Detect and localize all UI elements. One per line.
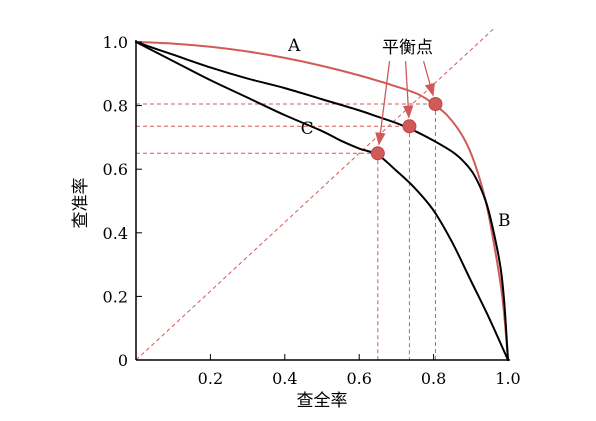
y-tick-label: 1.0	[103, 33, 128, 52]
annotation-arrow-2	[403, 61, 414, 119]
diagonal-layer	[135, 28, 494, 361]
guide-lines-layer	[136, 103, 436, 360]
x-tick-label: 1.0	[495, 369, 520, 388]
y-tick-label: 0.4	[103, 224, 128, 243]
points-layer	[370, 97, 443, 161]
axis-layer: 0.2 0.4 0.6 0.8 1.0 0 0.2 0.4 0.6 0.8 1.0	[103, 33, 521, 388]
curve-label-c: C	[301, 119, 314, 139]
curve-label-a: A	[287, 36, 301, 56]
curve-a	[135, 41, 509, 361]
labels-layer: 查全率 查准率 A B C 平衡点	[71, 36, 511, 411]
y-tick-label: 0.6	[103, 160, 128, 179]
break-even-point-1	[370, 146, 385, 161]
x-tick-label: 0.4	[272, 369, 297, 388]
annotation-arrow-1	[375, 61, 391, 146]
break-even-point-3	[428, 97, 443, 112]
break-even-point-2	[402, 119, 417, 134]
annotation-arrow-3	[422, 60, 435, 97]
series-layer	[135, 41, 509, 361]
curve-label-b: B	[498, 211, 511, 231]
y-tick-label: 0.8	[103, 97, 128, 116]
y-tick-label: 0.2	[103, 287, 128, 306]
curve-c	[135, 41, 509, 361]
curve-b	[135, 41, 509, 361]
y-axis-title: 查准率	[71, 178, 91, 229]
x-tick-label: 0.2	[198, 369, 223, 388]
diagonal-line	[135, 28, 494, 361]
x-tick-label: 0.6	[346, 369, 371, 388]
x-axis-title: 查全率	[297, 391, 348, 411]
x-tick-label: 0.8	[421, 369, 446, 388]
break-even-annotation: 平衡点	[382, 38, 433, 58]
y-tick-label: 0	[118, 351, 128, 370]
